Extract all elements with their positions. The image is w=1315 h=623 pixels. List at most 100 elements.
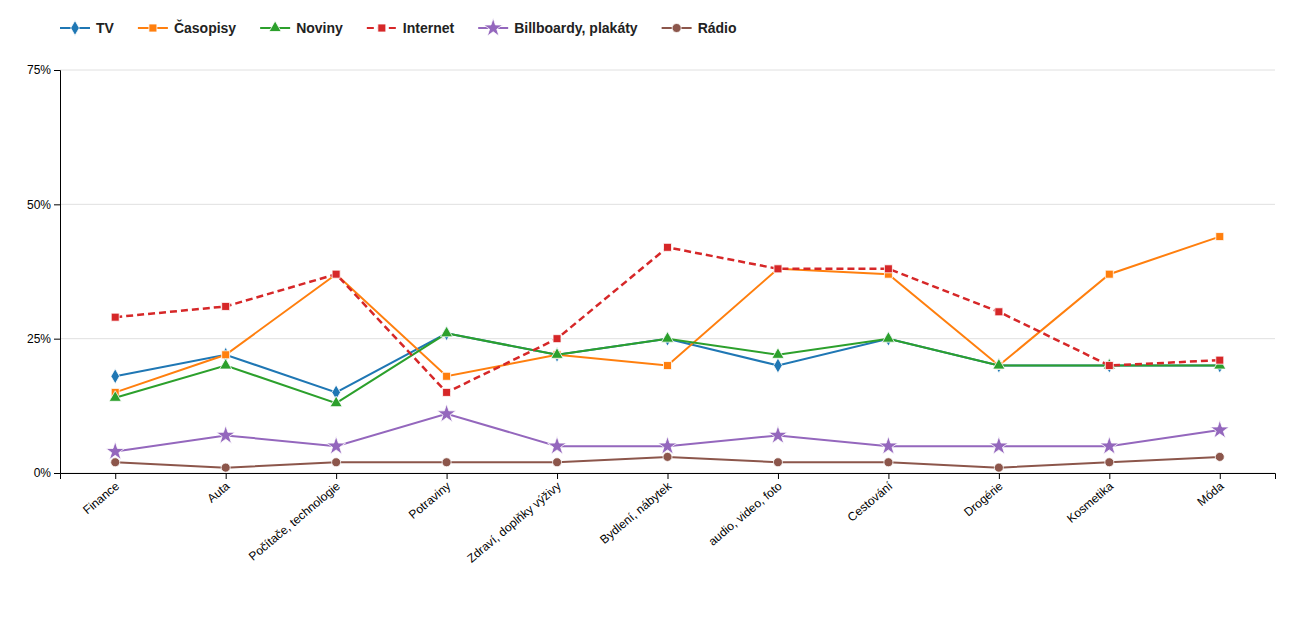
line [115,247,1220,392]
x-tick: Móda [1194,473,1226,509]
marker [661,332,673,343]
x-tick-mark [336,473,337,479]
x-axis: Finance Auta Počítače, technologie Potravin… [61,473,1276,566]
marker [551,348,563,359]
series [111,243,1224,396]
x-axis-line [61,474,1276,480]
y-tick-label: 50% [27,198,51,212]
marker [443,388,451,396]
marker [443,372,451,380]
x-tick-mark [888,473,889,479]
legend-marker [378,24,386,32]
y-tick: 50% [27,198,60,212]
line [115,333,1220,403]
y-tick: 0% [34,466,60,480]
x-tick-mark [226,473,227,479]
series [111,326,1224,400]
y-tick-mark [54,204,60,205]
marker [1215,452,1224,461]
marker [437,404,456,422]
legend-label: Billboardy, plakáty [514,20,638,36]
marker [663,452,672,461]
marker [1100,436,1119,454]
x-tick-label: Bydlení, nábytek [597,478,675,546]
marker [548,436,567,454]
x-tick-mark [1109,473,1110,479]
marker [220,359,232,370]
marker [106,442,125,460]
marker [222,302,230,310]
y-tick-mark [54,70,60,71]
legend-item: TV [60,20,115,36]
x-tick-label: Potraviny [406,479,453,522]
marker [111,369,120,384]
x-tick-label: Finance [80,479,122,517]
legend-label: Rádio [698,20,737,36]
legend-label: TV [96,20,115,36]
legend-item: Internet [367,20,455,36]
legend-marker [269,21,281,32]
marker [109,391,121,402]
legend-marker [71,21,80,36]
y-tick-mark [54,339,60,340]
legend-item: Časopisy [138,19,236,36]
marker [1216,356,1224,364]
marks [106,233,1229,473]
marker [330,396,342,407]
series [109,326,1226,406]
y-axis: 0% 25% 50% 75% [27,63,61,480]
x-tick-mark [557,473,558,479]
marker [658,436,677,454]
marker [332,270,340,278]
x-tick: audio, video, foto [706,473,785,548]
marker [664,243,672,251]
grid-line [60,204,1275,205]
x-tick-label: Počítače, technologie [246,479,343,564]
x-tick-label: Cestování [845,479,896,525]
marker [1103,359,1115,370]
grid [60,70,1275,473]
x-tick: Finance [80,473,122,517]
y-tick-label: 0% [34,466,52,480]
legend: TV Časopisy Noviny Internet Billboardy, plak… [60,18,737,36]
x-tick: Cestování [845,473,896,524]
marker [1105,362,1113,370]
marker [216,425,235,443]
marker [993,359,1005,370]
marker [1216,233,1224,241]
line [115,237,1220,393]
marker [773,458,782,467]
marker [111,313,119,321]
marker [1210,420,1229,438]
x-tick-mark [447,473,448,479]
x-tick: Potraviny [406,473,453,522]
marker [553,335,561,343]
x-tick: Auta [204,473,232,506]
x-tick-mark [1220,473,1221,479]
marker [994,463,1003,472]
y-tick-label: 75% [27,63,51,77]
marker [332,458,341,467]
y-tick: 75% [27,63,60,77]
x-tick-label: Kosmetika [1064,479,1116,526]
x-tick: Bydlení, nábytek [597,473,675,547]
x-tick: Počítače, technologie [246,473,343,563]
marker [772,348,784,359]
marker [774,358,783,373]
marker [442,458,451,467]
legend-item: Billboardy, plakáty [478,18,638,36]
marker [879,436,898,454]
marker [441,326,453,337]
series [111,233,1224,397]
legend-item: Noviny [260,20,343,36]
x-tick-mark [668,473,669,479]
marker [884,265,892,273]
x-tick-mark [999,473,1000,479]
marker [1105,270,1113,278]
marker [553,458,562,467]
x-tick: Kosmetika [1064,473,1116,526]
chart: 0% 25% 50% 75% Finance Auta Počítače, technolo… [0,0,1315,623]
legend-marker [149,24,157,32]
y-tick-label: 25% [27,332,51,346]
marker [221,463,230,472]
